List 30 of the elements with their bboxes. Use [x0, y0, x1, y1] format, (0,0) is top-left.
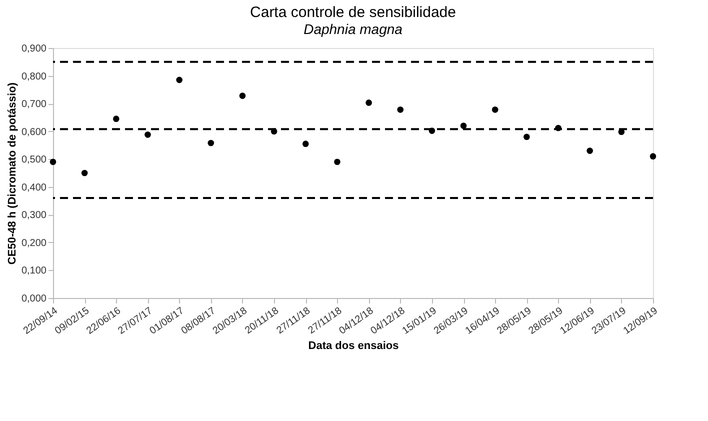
point [334, 158, 340, 166]
point [176, 76, 182, 84]
y-tick-label: 0,300 [21, 210, 47, 222]
chart-subtitle: Daphnia magna [304, 21, 403, 37]
point [208, 140, 214, 146]
y-tick-label: 0,400 [21, 182, 47, 194]
y-tick-label: 0,700 [21, 99, 47, 110]
point [650, 153, 656, 160]
point [492, 106, 498, 113]
y-tick-label: 0,500 [21, 154, 47, 166]
point [144, 132, 151, 138]
point [81, 170, 88, 176]
y-tick-label: 0,600 [21, 126, 47, 138]
point [112, 116, 120, 122]
y-tick-label: 0,900 [21, 44, 47, 54]
chart-title: Carta controle de sensibilidade [250, 4, 456, 21]
x-axis-title: Data dos ensaios [308, 340, 399, 352]
point [524, 134, 530, 140]
point [239, 92, 246, 99]
y-tick-label: 0,200 [21, 238, 47, 249]
point [586, 148, 594, 154]
y-axis-title: CE50-48 h (Dicromato de potássio) [6, 82, 18, 265]
y-tick-label: 0,100 [21, 266, 47, 277]
point [460, 122, 467, 129]
y-tick-label: 0,800 [21, 71, 47, 82]
y-tick-label: 0,000 [21, 294, 47, 304]
point [50, 158, 56, 166]
point [366, 100, 372, 106]
point [302, 140, 309, 147]
point [397, 106, 404, 113]
